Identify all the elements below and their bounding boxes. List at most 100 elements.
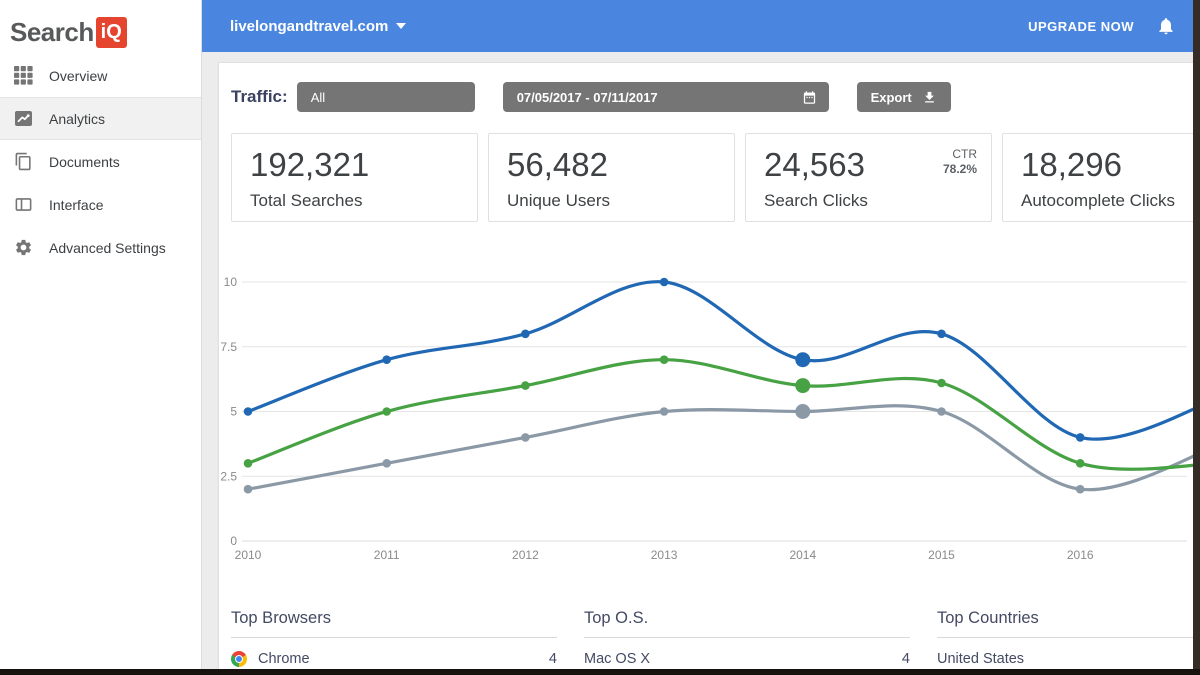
- stat-value: 56,482: [507, 146, 608, 183]
- sidebar-item-label: Advanced Settings: [49, 239, 166, 256]
- list-title: Top Browsers: [231, 609, 557, 638]
- screen-edge-bottom: [0, 669, 1200, 675]
- date-range-picker[interactable]: 07/05/2017 - 07/11/2017: [502, 82, 829, 112]
- ctr-badge-title: CTR: [952, 147, 977, 161]
- chart-point[interactable]: [521, 381, 530, 390]
- chart-point[interactable]: [1075, 459, 1085, 468]
- export-label: Export: [870, 89, 912, 105]
- chevron-down-icon: [396, 23, 407, 29]
- app-logo[interactable]: Search iQ: [0, 0, 201, 52]
- chart-point[interactable]: [795, 378, 811, 394]
- list-top-countries: Top Countries United States: [937, 609, 1200, 667]
- grid-icon: [14, 66, 33, 85]
- y-axis-tick: 5: [230, 405, 237, 419]
- chart-point[interactable]: [937, 378, 946, 388]
- chart-point[interactable]: [1075, 484, 1085, 494]
- chart-point[interactable]: [659, 277, 669, 287]
- y-axis-tick: 0: [230, 534, 237, 548]
- stat-label: Autocomplete Clicks: [1021, 191, 1176, 210]
- calendar-icon: [802, 90, 817, 105]
- gray-series-line: [246, 404, 1194, 492]
- list-title: Top Countries: [937, 609, 1200, 638]
- gear-icon: [14, 238, 33, 257]
- green-series-line: [246, 358, 1194, 471]
- y-axis-tick: 7.5: [220, 340, 237, 354]
- documents-icon: [14, 152, 33, 171]
- ctr-badge: CTR 78.2%: [943, 147, 977, 177]
- download-icon: [922, 90, 937, 105]
- chart-point[interactable]: [243, 407, 253, 416]
- x-axis-tick: 2010: [235, 548, 262, 562]
- chart-point[interactable]: [659, 407, 669, 416]
- topbar-right: UPGRADE NOW: [1028, 16, 1176, 36]
- stat-label: Search Clicks: [764, 191, 868, 210]
- interface-icon: [14, 195, 33, 214]
- chart-point[interactable]: [243, 484, 253, 494]
- list-item: Chrome 4: [231, 651, 557, 667]
- x-axis-tick: 2013: [651, 548, 678, 562]
- chart-point[interactable]: [937, 407, 946, 416]
- list-top-browsers: Top Browsers Chrome 4: [231, 609, 557, 667]
- sidebar-item-analytics[interactable]: Analytics: [0, 97, 201, 140]
- screen-edge-right: [1193, 0, 1200, 675]
- stat-value: 18,296: [1021, 146, 1122, 183]
- sidebar-item-label: Interface: [49, 196, 104, 213]
- chart-point[interactable]: [1075, 433, 1085, 442]
- x-axis-tick: 2011: [374, 548, 400, 562]
- notifications-bell-icon[interactable]: [1156, 16, 1176, 36]
- logo-mark: iQ: [95, 16, 127, 48]
- export-button[interactable]: Export: [856, 82, 951, 112]
- sidebar-item-advanced-settings[interactable]: Advanced Settings: [0, 226, 201, 269]
- x-axis-tick: 2016: [1067, 548, 1094, 562]
- stat-card-autocomplete-clicks: 18,296 Autocomplete Clicks: [1002, 133, 1200, 222]
- sidebar: Search iQ Overview Analytics Documents Inte…: [0, 0, 202, 675]
- sidebar-item-interface[interactable]: Interface: [0, 183, 201, 226]
- sidebar-item-label: Documents: [49, 153, 120, 170]
- logo-text: Search: [10, 16, 94, 47]
- traffic-select[interactable]: All: [296, 82, 475, 112]
- chart-point[interactable]: [521, 433, 530, 442]
- x-axis-tick: 2014: [789, 548, 816, 562]
- sidebar-item-label: Analytics: [49, 110, 106, 127]
- stats-row: 192,321 Total Searches 56,482 Unique Users 2…: [231, 133, 1200, 222]
- chart-point[interactable]: [382, 459, 391, 468]
- chart-point[interactable]: [521, 329, 530, 339]
- stat-card-search-clicks: 24,563 Search Clicks CTR 78.2%: [745, 133, 992, 222]
- chart-point[interactable]: [937, 329, 946, 339]
- sidebar-item-label: Overview: [49, 67, 108, 84]
- list-item: Mac OS X 4: [584, 651, 910, 667]
- date-range-value: 07/05/2017 - 07/11/2017: [516, 89, 658, 105]
- sidebar-nav: Overview Analytics Documents Interface Advan…: [0, 54, 201, 269]
- filters-row: Traffic: All 07/05/2017 - 07/11/2017 Exp…: [231, 82, 1200, 112]
- site-selector-dropdown[interactable]: livelongandtravel.com: [230, 17, 407, 35]
- chart-point[interactable]: [795, 352, 811, 368]
- stat-label: Total Searches: [250, 191, 363, 210]
- site-name: livelongandtravel.com: [230, 17, 389, 35]
- list-top-o-s-: Top O.S. Mac OS X 4: [584, 609, 910, 667]
- list-item-value: 4: [901, 651, 910, 667]
- chart-point[interactable]: [243, 459, 253, 468]
- sidebar-item-documents[interactable]: Documents: [0, 140, 201, 183]
- chart-point[interactable]: [382, 407, 391, 416]
- chart-point[interactable]: [659, 355, 669, 364]
- sidebar-item-overview[interactable]: Overview: [0, 54, 201, 97]
- blue-series-line: [246, 280, 1194, 441]
- main-panel: Traffic: All 07/05/2017 - 07/11/2017 Exp…: [218, 62, 1200, 675]
- y-axis-tick: 2.5: [220, 469, 237, 483]
- list-item: United States: [937, 651, 1200, 667]
- x-axis-tick: 2015: [928, 548, 955, 562]
- stat-card-unique-users: 56,482 Unique Users: [488, 133, 735, 222]
- stat-card-total-searches: 192,321 Total Searches: [231, 133, 478, 222]
- chrome-icon: [231, 651, 247, 667]
- stat-label: Unique Users: [507, 191, 610, 210]
- ctr-badge-value: 78.2%: [942, 162, 977, 176]
- list-item-label: United States: [937, 651, 1025, 667]
- upgrade-now-button[interactable]: UPGRADE NOW: [1028, 18, 1134, 34]
- traffic-label: Traffic:: [231, 87, 288, 106]
- top-lists: Top Browsers Chrome 4 Top O.S. Mac OS X 4 Top …: [231, 609, 1200, 667]
- topbar: livelongandtravel.com UPGRADE NOW: [202, 0, 1200, 52]
- chart-point[interactable]: [382, 355, 391, 364]
- chart-point[interactable]: [795, 404, 811, 419]
- analytics-icon: [14, 109, 33, 128]
- stat-value: 24,563: [764, 146, 865, 183]
